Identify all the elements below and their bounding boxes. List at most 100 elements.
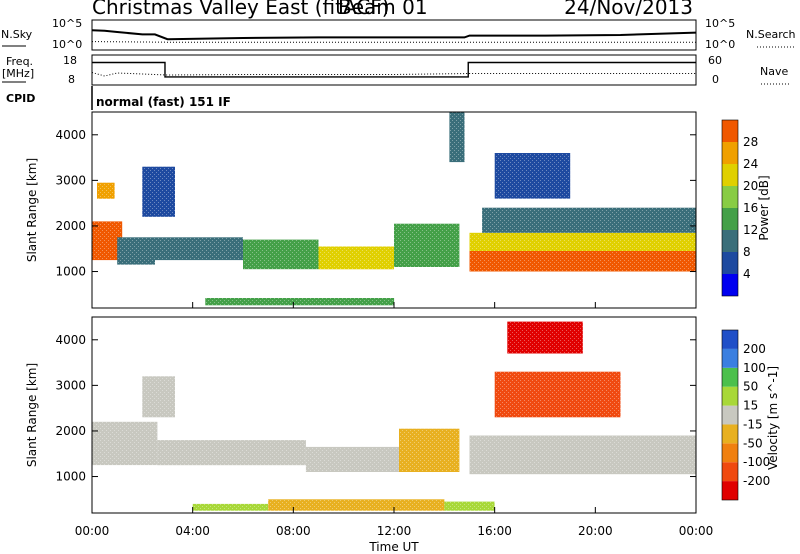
power-region-texture-4: [243, 239, 319, 270]
velocity-colorbar-swatch-2: [722, 443, 738, 463]
beam-label: Beam 01: [338, 0, 428, 19]
velocity-colorbar-tick-1: 100: [743, 361, 766, 375]
velocity-colorbar-tick-3: 15: [743, 399, 758, 413]
power-colorbar-tick-3: 16: [743, 201, 758, 215]
x-axis-label: Time UT: [368, 540, 419, 554]
xtick-label-1: 04:00: [175, 524, 210, 538]
velocity-region-texture-2: [305, 446, 399, 472]
velocity-colorbar-swatch-0: [722, 481, 738, 500]
power-colorbar-tick-5: 24: [743, 157, 758, 171]
velocity-y-axis-label: Slant Range [km]: [25, 363, 39, 467]
power-colorbar-swatch-3: [722, 208, 738, 230]
power-region-texture-6: [394, 223, 460, 267]
velocity-region-texture-3: [399, 428, 460, 472]
nave-tick-top: 60: [708, 54, 722, 67]
power-ytick-label-1: 2000: [55, 219, 86, 233]
velocity-panel: 1000 2000 3000 4000 Slant Range [km]: [25, 316, 697, 514]
freq-panel-frame: [91, 54, 697, 86]
nsky-tick-bottom: 10^0: [52, 38, 82, 51]
nsearch-series-line: [91, 41, 696, 43]
power-colorbar-swatch-6: [722, 142, 738, 164]
power-y-axis-label: Slant Range [km]: [25, 158, 39, 262]
power-region-texture-2: [117, 237, 155, 265]
velocity-colorbar-frame: [721, 329, 739, 501]
velocity-colorbar-swatch-3: [722, 424, 738, 444]
power-region-texture-10: [205, 298, 395, 306]
velocity-colorbar-tick-6: -100: [743, 455, 770, 469]
freq-series-line: [92, 61, 696, 78]
velocity-colorbar-tick-2: 50: [743, 380, 758, 394]
nave-axis-label: Nave: [760, 65, 788, 78]
power-colorbar: Power [dB] 4 8 12 16 20 24 28: [721, 119, 771, 297]
velocity-colorbar-tick-5: -50: [743, 436, 763, 450]
power-data-cells: [92, 112, 696, 306]
power-colorbar-tick-0: 4: [743, 267, 751, 281]
nsearch-tick-bottom: 10^0: [705, 38, 735, 51]
velocity-region-texture-8: [444, 501, 495, 511]
power-colorbar-tick-4: 20: [743, 179, 758, 193]
nsearch-tick-top: 10^5: [705, 17, 735, 30]
velocity-region-texture-4: [469, 435, 696, 475]
sky-panel-frame: [91, 19, 697, 51]
nave-series-line: [91, 72, 696, 77]
power-region-texture-9: [482, 207, 696, 233]
power-region-texture-0: [92, 221, 123, 261]
power-ytick-label-3: 4000: [55, 128, 86, 142]
velocity-colorbar-swatch-7: [722, 348, 738, 368]
velocity-colorbar-tick-0: 200: [743, 342, 766, 356]
power-colorbar-tick-6: 28: [743, 135, 758, 149]
power-region-texture-3: [154, 237, 243, 261]
velocity-region-texture-10: [507, 321, 583, 354]
velocity-colorbar-tick-7: -200: [743, 474, 770, 488]
power-colorbar-swatch-2: [722, 230, 738, 252]
time-x-ticks: 00:00 04:00 08:00 12:00 16:00 20:00 00:00: [75, 302, 714, 538]
velocity-ytick-label-2: 3000: [55, 378, 86, 392]
nsearch-axis-label: N.Search: [746, 28, 796, 41]
date-label: 24/Nov/2013: [564, 0, 693, 19]
xtick-label-2: 08:00: [276, 524, 311, 538]
velocity-ytick-label-3: 4000: [55, 333, 86, 347]
xtick-label-4: 16:00: [477, 524, 512, 538]
power-region-texture-1: [97, 182, 115, 199]
velocity-data-cells: [92, 321, 696, 511]
freq-tick-top: 18: [63, 54, 77, 67]
cpid-label: CPID: [6, 92, 35, 105]
freq-nave-panel: Freq. [MHz] 18 8 60 0 Nave: [2, 54, 790, 86]
velocity-colorbar-swatch-4: [722, 405, 738, 425]
freq-axis-unit: [MHz]: [2, 67, 34, 80]
velocity-ytick-label-0: 1000: [55, 470, 86, 484]
velocity-region-texture-5: [142, 376, 175, 418]
velocity-colorbar-tick-4: -15: [743, 417, 763, 431]
power-y-ticks: 1000 2000 3000 4000: [55, 128, 696, 279]
xtick-label-6: 00:00: [679, 524, 714, 538]
power-region-texture-12: [449, 112, 465, 163]
power-region-texture-7: [469, 251, 696, 272]
velocity-colorbar: Velocity [m s^-1] 200 100 50 15 -15 -50 -100 -2…: [721, 329, 780, 501]
power-colorbar-swatch-5: [722, 164, 738, 186]
cpid-value: normal (fast) 151 IF: [96, 95, 231, 109]
cpid-row: CPID normal (fast) 151 IF: [6, 86, 231, 110]
freq-tick-bottom: 8: [68, 73, 75, 86]
power-ytick-label-2: 3000: [55, 173, 86, 187]
nave-tick-bottom: 0: [712, 73, 719, 86]
power-region-texture-5: [318, 246, 394, 270]
power-region-texture-11: [142, 166, 175, 217]
nsky-series-line: [91, 29, 697, 41]
freq-axis-label: Freq.: [6, 55, 33, 68]
power-colorbar-swatch-7: [722, 120, 738, 142]
power-colorbar-swatch-4: [722, 186, 738, 208]
power-colorbar-frame: [721, 119, 739, 297]
velocity-colorbar-label: Velocity [m s^-1]: [766, 366, 780, 470]
nsky-tick-top: 10^5: [52, 17, 82, 30]
power-ytick-label-0: 1000: [55, 265, 86, 279]
nsky-axis-label: N.Sky: [1, 28, 33, 41]
chart-title: Christmas Valley East (fitACF): [92, 0, 390, 19]
xtick-label-0: 00:00: [75, 524, 110, 538]
velocity-region-texture-6: [192, 503, 269, 511]
velocity-colorbar-swatch-6: [722, 367, 738, 387]
power-region-texture-13: [494, 153, 571, 199]
velocity-y-ticks: 1000 2000 3000 4000: [55, 333, 696, 484]
power-panel: 1000 2000 3000 4000 Slant Range [km]: [25, 111, 697, 309]
sky-search-panel: N.Sky 10^5 10^0 10^5 10^0 N.Search: [1, 17, 796, 51]
